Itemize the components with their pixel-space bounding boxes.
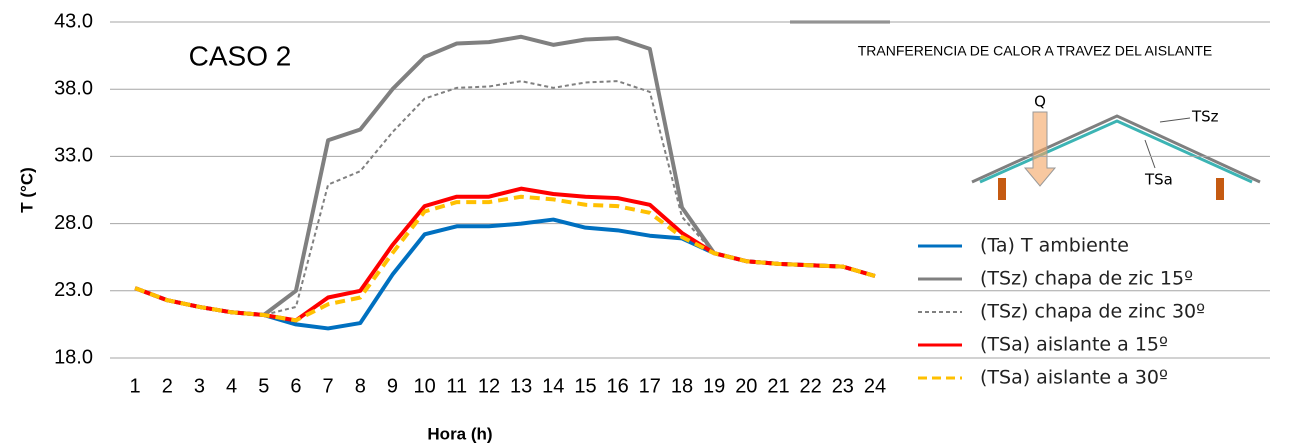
legend-label: (TSa) aislante a 15º	[980, 334, 1168, 356]
post	[998, 178, 1006, 200]
y-tick-label: 38.0	[54, 77, 93, 99]
legend-label: (Ta) T ambiente	[980, 235, 1129, 257]
x-tick-label: 9	[387, 375, 398, 397]
x-tick-label: 8	[355, 375, 366, 397]
x-tick-label: 14	[542, 375, 564, 397]
roof-insulation	[979, 119, 1253, 184]
series-line	[134, 34, 876, 317]
diagram-label: TSa	[1144, 171, 1173, 189]
series-line	[134, 186, 876, 323]
x-tick-label: 17	[639, 375, 661, 397]
x-tick-label: 11	[446, 375, 467, 397]
post	[1216, 178, 1224, 200]
series-line	[134, 194, 876, 323]
x-tick-label: 10	[413, 375, 435, 397]
y-axis-label: T (°C)	[17, 167, 36, 213]
x-tick-label: 13	[510, 375, 532, 397]
x-tick-label: 19	[703, 375, 725, 397]
x-axis-label: Hora (h)	[427, 424, 492, 443]
x-tick-label: 22	[800, 375, 822, 397]
diagram-label: TSz	[1191, 108, 1219, 126]
x-tick-label: 18	[671, 375, 693, 397]
y-tick-label: 18.0	[54, 346, 93, 368]
x-tick-label: 20	[735, 375, 757, 397]
x-tick-label: 12	[478, 375, 500, 397]
x-tick-label: 5	[258, 375, 269, 397]
roof-zinc	[971, 114, 1261, 184]
x-tick-label: 3	[194, 375, 205, 397]
x-tick-label: 16	[607, 375, 629, 397]
roof-diagram: Q TSz TSa	[971, 93, 1261, 200]
x-tick-label: 4	[226, 375, 237, 397]
pointer	[1159, 117, 1191, 123]
y-tick-label: 43.0	[54, 10, 93, 32]
annotation: CASO 2	[189, 40, 292, 71]
legend-label: (TSz) chapa de zic 15º	[980, 268, 1193, 290]
x-tick-label: 2	[162, 375, 173, 397]
annotation: TRANFERENCIA DE CALOR A TRAVEZ DEL AISLA…	[858, 43, 1213, 59]
x-tick-label: 23	[832, 375, 854, 397]
heat-arrow	[1023, 111, 1057, 187]
x-tick-label: 1	[130, 375, 141, 397]
x-tick-label: 7	[323, 375, 334, 397]
x-tick-label: 24	[864, 375, 886, 397]
pointer	[1144, 139, 1156, 169]
legend-label: (TSz) chapa de zinc 30º	[980, 301, 1205, 323]
diagram-label: Q	[1034, 93, 1046, 111]
x-tick-label: 21	[767, 375, 789, 397]
y-tick-label: 28.0	[54, 212, 93, 234]
legend-label: (TSa) aislante a 30º	[980, 367, 1168, 389]
y-tick-label: 23.0	[54, 279, 93, 301]
y-tick-label: 33.0	[54, 145, 93, 167]
x-tick-label: 6	[290, 375, 301, 397]
x-tick-label: 15	[574, 375, 596, 397]
